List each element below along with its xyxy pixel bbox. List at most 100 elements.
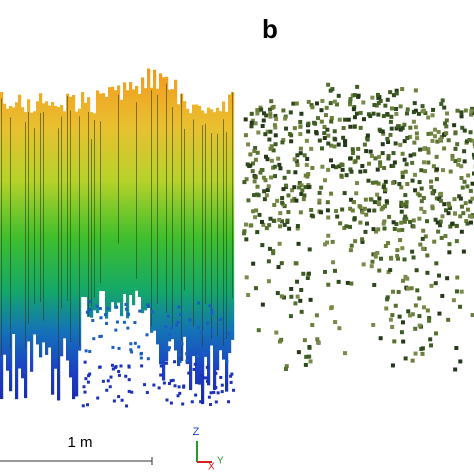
point — [391, 93, 396, 98]
point — [361, 117, 366, 122]
point-column — [12, 107, 16, 335]
point — [101, 379, 105, 383]
point — [196, 354, 200, 358]
point — [140, 364, 144, 368]
point — [212, 390, 216, 394]
point — [356, 155, 361, 160]
point — [407, 313, 412, 318]
point — [410, 358, 415, 363]
point — [385, 112, 390, 117]
point — [180, 342, 184, 346]
point — [288, 314, 293, 319]
point — [436, 129, 441, 134]
point — [355, 84, 360, 89]
point — [244, 237, 249, 242]
point — [394, 106, 399, 111]
point — [391, 180, 396, 185]
point — [220, 390, 224, 394]
point — [336, 279, 341, 284]
point — [178, 352, 182, 356]
point — [290, 188, 295, 193]
point — [309, 103, 314, 108]
y-label: Y — [217, 456, 224, 467]
point — [266, 259, 271, 264]
point — [463, 108, 468, 113]
point — [249, 111, 254, 116]
scale-label: 1 m — [67, 434, 92, 451]
point — [274, 330, 279, 335]
point — [250, 118, 255, 123]
point — [268, 175, 273, 180]
point-column — [45, 101, 49, 355]
point — [130, 390, 134, 394]
point — [388, 90, 393, 95]
point — [331, 164, 336, 169]
point — [88, 349, 92, 353]
point — [374, 180, 379, 185]
point — [309, 208, 314, 213]
point — [447, 206, 452, 211]
point — [412, 101, 417, 106]
point — [263, 132, 268, 137]
point — [265, 157, 270, 162]
point — [405, 107, 410, 112]
point — [414, 268, 419, 273]
point — [260, 243, 265, 248]
point — [291, 101, 296, 106]
point — [296, 241, 301, 246]
point-column — [129, 82, 133, 295]
point — [422, 146, 427, 151]
point — [306, 99, 311, 104]
point — [468, 220, 473, 225]
point — [261, 222, 266, 227]
point — [332, 129, 337, 134]
point — [390, 325, 395, 330]
point — [316, 116, 321, 121]
point — [394, 88, 399, 93]
point — [308, 297, 313, 302]
point — [431, 164, 436, 169]
point — [402, 122, 407, 127]
point — [194, 393, 198, 397]
point — [106, 306, 110, 310]
point — [360, 210, 365, 215]
point — [341, 135, 346, 140]
point — [470, 106, 474, 111]
point — [262, 189, 267, 194]
point — [202, 376, 206, 380]
point — [362, 206, 367, 211]
point — [364, 149, 369, 154]
point — [349, 197, 354, 202]
point — [368, 114, 373, 119]
point — [326, 133, 331, 138]
point — [348, 156, 353, 161]
point — [375, 192, 380, 197]
point — [264, 226, 269, 231]
point-column — [186, 108, 190, 363]
point — [252, 179, 257, 184]
point — [264, 193, 269, 198]
point — [255, 150, 260, 155]
point — [459, 289, 464, 294]
point-column — [126, 90, 130, 319]
point — [403, 274, 408, 279]
point — [470, 181, 474, 186]
point — [400, 320, 405, 325]
point — [292, 157, 297, 162]
point — [105, 321, 109, 325]
point — [185, 352, 189, 356]
point — [298, 210, 303, 215]
point — [185, 359, 189, 363]
point — [413, 326, 418, 331]
point — [465, 184, 470, 189]
point — [458, 214, 463, 219]
point — [378, 256, 383, 261]
point — [450, 221, 455, 226]
point — [378, 336, 383, 341]
point — [170, 326, 174, 330]
point — [429, 283, 434, 288]
point — [178, 391, 182, 395]
point — [382, 226, 387, 231]
point — [281, 295, 286, 300]
point — [332, 268, 337, 273]
